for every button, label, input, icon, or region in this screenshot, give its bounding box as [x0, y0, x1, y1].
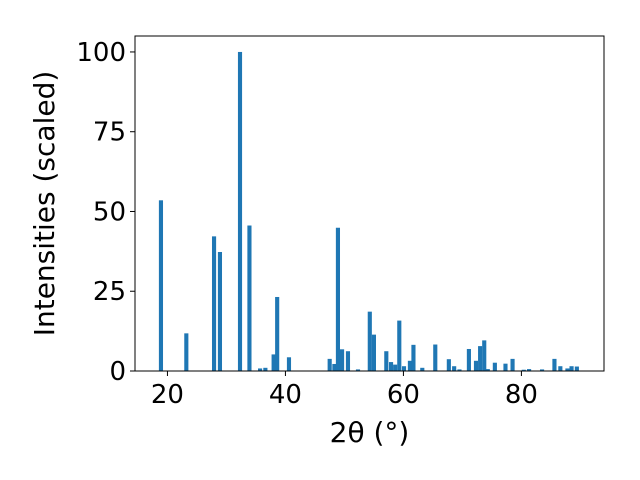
bar: [247, 225, 252, 371]
x-tick-label: 60: [387, 380, 420, 410]
bar: [371, 334, 376, 371]
bar: [569, 366, 574, 371]
x-axis-ticks: 20 40 60 80: [151, 371, 538, 410]
bar: [521, 369, 526, 371]
bar: [527, 369, 532, 371]
bar: [263, 367, 268, 371]
bar: [286, 357, 292, 371]
y-tick-label: 50: [93, 197, 126, 227]
bar: [401, 366, 407, 371]
bar: [466, 348, 471, 371]
bar: [478, 346, 483, 371]
bar: [503, 363, 508, 371]
bar: [345, 351, 351, 371]
bar: [258, 368, 263, 371]
bar: [332, 363, 337, 371]
bar: [367, 311, 372, 371]
bar: [552, 358, 557, 371]
bar: [482, 340, 487, 371]
y-axis-label: Intensities (scaled): [28, 71, 61, 337]
bar: [393, 364, 398, 371]
bar: [411, 344, 416, 371]
y-tick-label: 25: [93, 277, 126, 307]
bar: [457, 369, 462, 371]
y-tick-label: 0: [109, 357, 126, 387]
bar: [335, 227, 341, 371]
bar: [473, 360, 479, 371]
bar: [433, 344, 438, 371]
bar: [446, 359, 451, 371]
y-tick-label: 75: [93, 118, 126, 148]
x-tick-label: 20: [151, 380, 184, 410]
bar: [271, 354, 276, 371]
bar: [184, 333, 189, 371]
bar: [237, 51, 243, 371]
bar: [388, 362, 394, 371]
bar: [510, 358, 515, 371]
x-tick-label: 80: [505, 380, 538, 410]
bar: [485, 369, 490, 371]
plot-area-frame: [134, 35, 605, 372]
bar: [397, 320, 402, 371]
bar-series: [158, 51, 579, 371]
bar: [275, 296, 280, 371]
bar: [565, 368, 570, 371]
bar: [158, 200, 164, 371]
bar: [420, 367, 425, 371]
bar: [407, 360, 412, 371]
y-axis-ticks: 0 25 50 75 100: [76, 38, 135, 387]
x-axis-label: 2θ (°): [330, 416, 410, 449]
bar: [340, 349, 345, 371]
bar: [211, 236, 217, 371]
x-tick-label: 40: [269, 380, 302, 410]
bar: [574, 366, 579, 371]
bar: [452, 366, 457, 371]
bar: [384, 351, 389, 371]
bar: [539, 369, 545, 371]
bar: [217, 251, 223, 371]
bar: [558, 366, 563, 371]
bar: [327, 358, 332, 371]
bar: [355, 369, 361, 371]
bar: [492, 362, 497, 371]
y-tick-label: 100: [76, 38, 126, 68]
